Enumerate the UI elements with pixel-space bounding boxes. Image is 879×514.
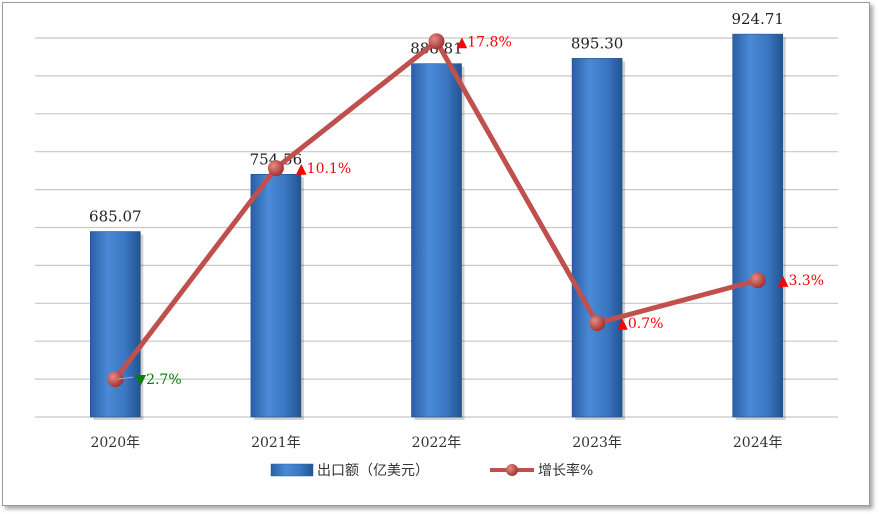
x-axis-tick-labels: 2020年 2021年 2022年 2023年 2024年 xyxy=(90,435,782,451)
growth-rate-point xyxy=(267,160,284,177)
bar xyxy=(250,174,302,418)
bar xyxy=(571,58,623,418)
growth-rate-label: ▼2.7% xyxy=(135,372,181,388)
x-tick-label: 2023年 xyxy=(572,435,622,451)
x-tick-label: 2021年 xyxy=(251,435,301,451)
growth-rate-label: ▲17.8% xyxy=(457,34,512,50)
bar xyxy=(732,33,784,418)
bar xyxy=(411,63,462,418)
bar-value-label: 895.30 xyxy=(571,34,624,52)
growth-rate-point xyxy=(749,272,766,289)
rate-leader-line xyxy=(117,376,134,380)
growth-rate-label: ▲3.3% xyxy=(778,273,824,289)
growth-rate-label: ▲0.7% xyxy=(617,316,663,332)
growth-rate-label: ▲10.1% xyxy=(296,161,351,177)
legend-line-label: 增长率% xyxy=(538,462,593,479)
x-tick-label: 2020年 xyxy=(90,435,140,451)
x-tick-label: 2024年 xyxy=(733,435,783,451)
bar-series xyxy=(90,33,786,421)
growth-rate-point xyxy=(428,33,445,50)
legend-bar-swatch xyxy=(270,463,314,477)
legend: 出口额（亿美元） 增长率% xyxy=(270,462,593,479)
legend-bar-label: 出口额（亿美元） xyxy=(317,463,429,479)
growth-rate-series xyxy=(107,33,766,388)
growth-rate-labels: ▼2.7% ▲10.1% ▲17.8% ▲0.7% ▲3.3% xyxy=(117,34,824,388)
bar xyxy=(90,231,141,418)
x-tick-label: 2022年 xyxy=(412,435,462,451)
bar-value-label: 924.71 xyxy=(731,10,784,28)
growth-rate-point xyxy=(589,315,606,332)
growth-rate-point xyxy=(107,371,124,388)
legend-line-marker xyxy=(506,464,518,476)
bar-value-label: 685.07 xyxy=(89,208,142,226)
